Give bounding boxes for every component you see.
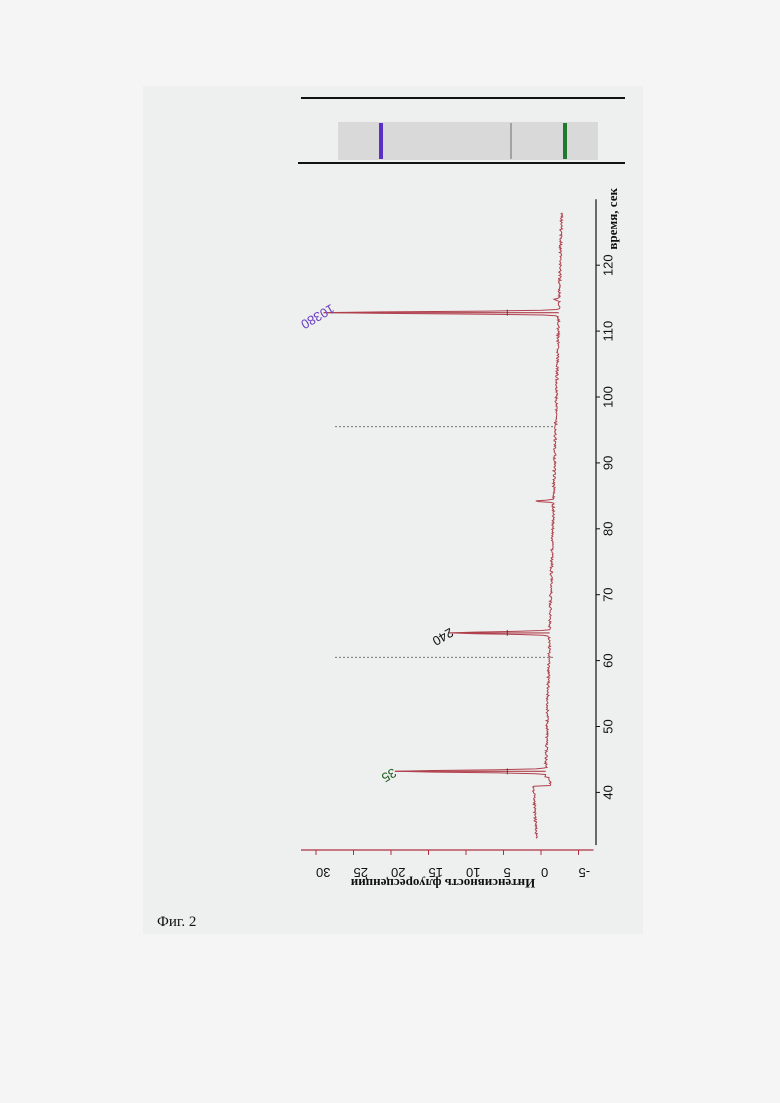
electropherogram-chart: 302520151050-5 405060708090100110120 352… [143,86,643,934]
trace-group [324,213,563,839]
peak-label-35: 35 [379,765,399,785]
peak-labels: 35 240 10380 [298,301,558,785]
y-tick-label: 30 [316,865,330,880]
gel-band-green [563,123,567,159]
y-tick-label: 0 [541,865,548,880]
x-tick-label: 120 [601,254,616,276]
x-tick-label: 110 [601,321,616,342]
x-tick-label: 100 [601,386,616,408]
peak-label-10380: 10380 [298,301,337,332]
figure-caption: Фиг. 2 [157,914,196,931]
x-tick-label: 40 [601,785,616,799]
y-axis-title: Интенсивность флуоресценции [350,876,535,891]
peak-label-240: 240 [430,625,456,649]
gel-lane [338,122,598,160]
x-tick-label: 80 [601,522,616,536]
dashed-markers [335,427,555,658]
gel-band-purple [379,123,383,159]
gel-band-grey [510,123,511,159]
x-tick-label: 90 [601,456,616,470]
x-tick-label: 70 [601,587,616,601]
gel-strip [298,98,625,163]
signal-trace [324,213,563,839]
figure-sheet: 302520151050-5 405060708090100110120 352… [143,86,643,934]
x-axis-title: время, сек [605,188,620,250]
y-axis: 302520151050-5 [301,850,594,880]
y-tick-label: -5 [579,865,591,880]
x-tick-label: 50 [601,719,616,733]
x-axis: 40 50 60 70 80 90 100 110 120 [596,199,616,845]
x-tick-label: 60 [601,653,616,667]
